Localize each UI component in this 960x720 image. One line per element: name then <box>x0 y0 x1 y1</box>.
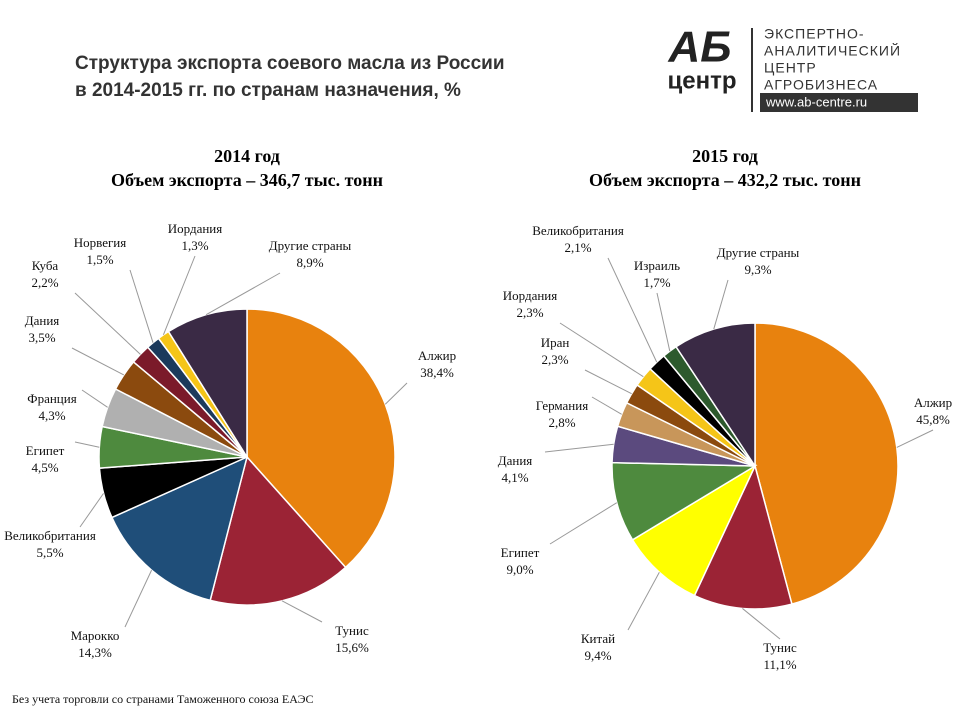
slice-name: Алжир <box>914 395 952 410</box>
slice-value: 4,1% <box>501 470 528 485</box>
chart-title: 2015 год <box>692 146 758 166</box>
chart-title: 2014 год <box>214 146 280 166</box>
slice-name: Израиль <box>634 258 680 273</box>
chart-subtitle: Объем экспорта – 432,2 тыс. тонн <box>589 170 861 190</box>
slice-value: 2,1% <box>564 240 591 255</box>
leader-line <box>544 443 614 453</box>
title-line: Структура экспорта соевого масла из Росс… <box>75 53 505 74</box>
slice-name: Марокко <box>71 628 120 643</box>
logo-mark: центр <box>667 67 736 94</box>
slice-value: 45,8% <box>916 412 950 427</box>
logo-text: ЭКСПЕРТНО- <box>764 26 865 42</box>
pie-slice <box>754 322 899 606</box>
slice-name: Великобритания <box>4 528 96 543</box>
slice-value: 2,3% <box>516 305 543 320</box>
title-line: в 2014-2015 гг. по странам назначения, % <box>75 80 461 101</box>
slice-name: Другие страны <box>717 245 800 260</box>
leader-line <box>627 572 660 631</box>
slice-value: 2,2% <box>31 275 58 290</box>
slice-value: 3,5% <box>28 330 55 345</box>
slice-value: 5,5% <box>36 545 63 560</box>
leader-line <box>591 396 622 415</box>
pie-slice <box>167 308 248 460</box>
slice-value: 2,3% <box>541 352 568 367</box>
slice-value: 1,7% <box>643 275 670 290</box>
slice-name: Тунис <box>335 623 369 638</box>
slice-value: 2,8% <box>548 415 575 430</box>
leader-line <box>124 569 153 628</box>
leader-line <box>607 257 658 363</box>
slice-name: Дания <box>498 453 533 468</box>
leader-line <box>71 347 125 376</box>
slice-value: 9,0% <box>506 562 533 577</box>
slice-name: Иран <box>541 335 570 350</box>
slice-name: Тунис <box>763 640 797 655</box>
leader-line <box>896 429 934 448</box>
slice-value: 1,5% <box>86 252 113 267</box>
leader-line <box>74 441 100 448</box>
leader-line <box>549 502 618 545</box>
slice-value: 8,9% <box>296 255 323 270</box>
slice-value: 9,4% <box>584 648 611 663</box>
slice-value: 4,5% <box>31 460 58 475</box>
logo-text: АНАЛИТИЧЕСКИЙ <box>764 42 901 59</box>
slice-name: Куба <box>32 258 59 273</box>
slice-name: Норвегия <box>74 235 127 250</box>
leader-line <box>81 389 108 408</box>
leader-line <box>162 255 196 336</box>
slice-name: Другие страны <box>269 238 352 253</box>
logo-url-bg <box>760 93 918 112</box>
leader-line <box>713 279 729 330</box>
leader-line <box>742 608 781 640</box>
leader-line <box>656 292 671 352</box>
pie-slice <box>693 463 793 610</box>
footnote: Без учета торговли со странами Таможенно… <box>12 692 314 706</box>
slice-name: Франция <box>27 391 76 406</box>
slice-name: Иордания <box>503 288 558 303</box>
leader-line <box>281 600 323 623</box>
leader-line <box>559 322 644 378</box>
slice-name: Иордания <box>168 221 223 236</box>
slice-name: Германия <box>536 398 588 413</box>
pie-slice <box>110 455 249 602</box>
slice-name: Великобритания <box>532 223 624 238</box>
leader-line <box>205 272 281 316</box>
slice-value: 38,4% <box>420 365 454 380</box>
slice-name: Китай <box>581 631 615 646</box>
slice-value: 11,1% <box>763 657 796 672</box>
slice-value: 14,3% <box>78 645 112 660</box>
slice-name: Египет <box>501 545 540 560</box>
logo-text: ЦЕНТР <box>764 60 817 76</box>
leader-line <box>384 382 408 405</box>
logo-mark: АБ <box>668 23 732 72</box>
pie-slice <box>675 322 756 469</box>
slice-value: 9,3% <box>744 262 771 277</box>
slice-name: Дания <box>25 313 60 328</box>
pie-slice <box>611 461 758 541</box>
pie-slice <box>631 464 757 597</box>
leader-line <box>129 269 154 343</box>
slice-name: Алжир <box>418 348 456 363</box>
leader-line <box>79 493 104 528</box>
slice-value: 1,3% <box>181 238 208 253</box>
slice-value: 15,6% <box>335 640 369 655</box>
leader-line <box>74 292 141 355</box>
logo-url: www.ab-centre.ru <box>765 94 867 109</box>
leader-line <box>584 369 632 395</box>
pie-slice <box>209 455 347 606</box>
chart-subtitle: Объем экспорта – 346,7 тыс. тонн <box>111 170 383 190</box>
slice-name: Египет <box>26 443 65 458</box>
logo-text: АГРОБИЗНЕСА <box>764 77 878 93</box>
slice-value: 4,3% <box>38 408 65 423</box>
